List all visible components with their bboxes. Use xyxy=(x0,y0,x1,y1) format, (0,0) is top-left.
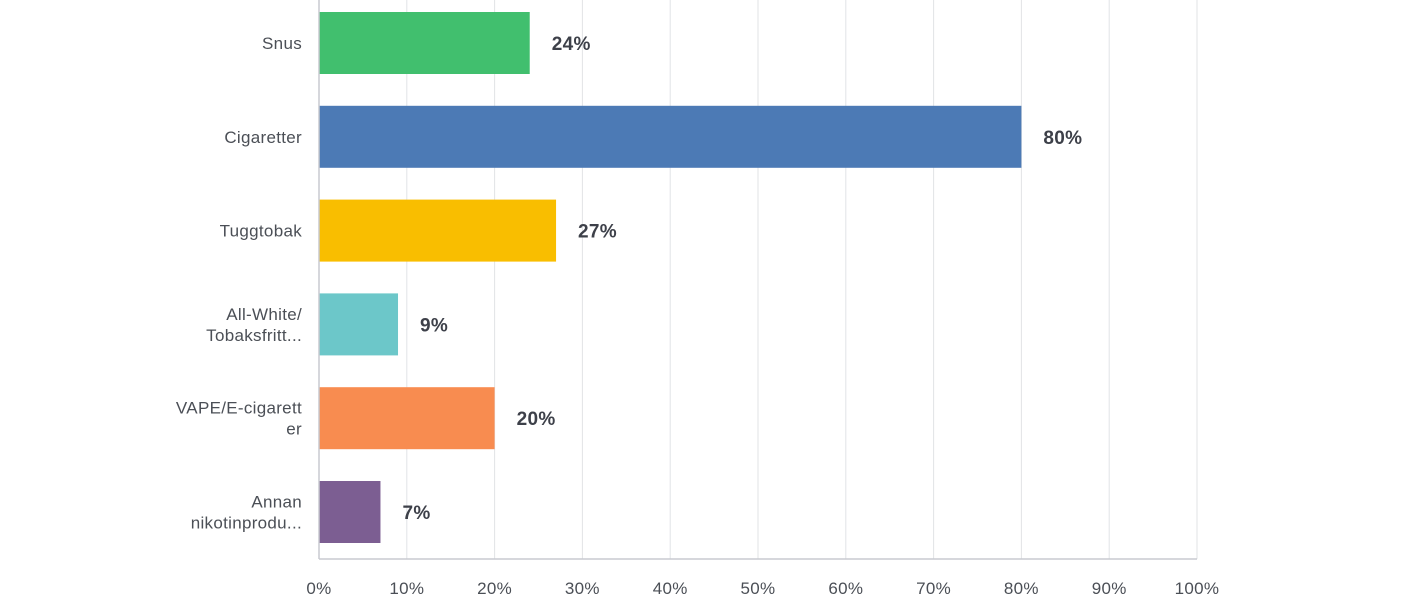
x-tick-label: 40% xyxy=(653,579,688,598)
category-label-line: Snus xyxy=(262,34,302,53)
category-label: All-White/Tobaksfritt... xyxy=(206,305,302,345)
category-label: Annan nikotinprodu... xyxy=(191,493,302,533)
x-tick-label: 70% xyxy=(916,579,951,598)
category-label-line: Cigaretter xyxy=(224,128,302,147)
category-label-line: All-White/ xyxy=(226,305,302,324)
x-tick-label: 90% xyxy=(1092,579,1127,598)
category-label-line: Annan xyxy=(251,493,302,512)
bar xyxy=(319,293,399,356)
data-label: 9% xyxy=(420,315,448,336)
x-tick-label: 50% xyxy=(741,579,776,598)
category-label-line: Tobaksfritt... xyxy=(206,326,302,345)
category-label-line: nikotinprodu... xyxy=(191,514,302,533)
axes xyxy=(318,0,1197,560)
data-label: 27% xyxy=(578,222,617,243)
category-label-line: VAPE/E-cigarett xyxy=(176,399,302,418)
x-tick-label: 100% xyxy=(1175,579,1220,598)
category-label-line: er xyxy=(286,420,302,439)
bar xyxy=(319,105,1022,168)
bars xyxy=(319,12,1022,543)
bar xyxy=(319,387,495,450)
x-tick-label: 20% xyxy=(477,579,512,598)
bar xyxy=(319,12,530,74)
x-tick-label: 0% xyxy=(306,579,331,598)
category-label-line: Tuggtobak xyxy=(220,222,303,241)
category-label: Cigaretter xyxy=(224,128,302,147)
x-tick-label: 60% xyxy=(828,579,863,598)
bar xyxy=(319,481,381,543)
x-tick-label: 30% xyxy=(565,579,600,598)
category-label: Tuggtobak xyxy=(220,222,303,241)
bar xyxy=(319,199,557,262)
data-label: 7% xyxy=(402,503,430,524)
x-tick-label: 80% xyxy=(1004,579,1039,598)
x-tick-label: 10% xyxy=(389,579,424,598)
data-label: 24% xyxy=(552,34,591,55)
data-label: 20% xyxy=(517,409,556,430)
data-label: 80% xyxy=(1043,128,1082,149)
gridlines xyxy=(406,0,1198,559)
labels: 0% 10% 20% 30% 40% 50% 60% 70% 80% 90% 100% 24% Snus… xyxy=(176,34,1219,598)
category-label: VAPE/E-cigarett er xyxy=(176,399,302,439)
category-label: Snus xyxy=(262,34,302,53)
